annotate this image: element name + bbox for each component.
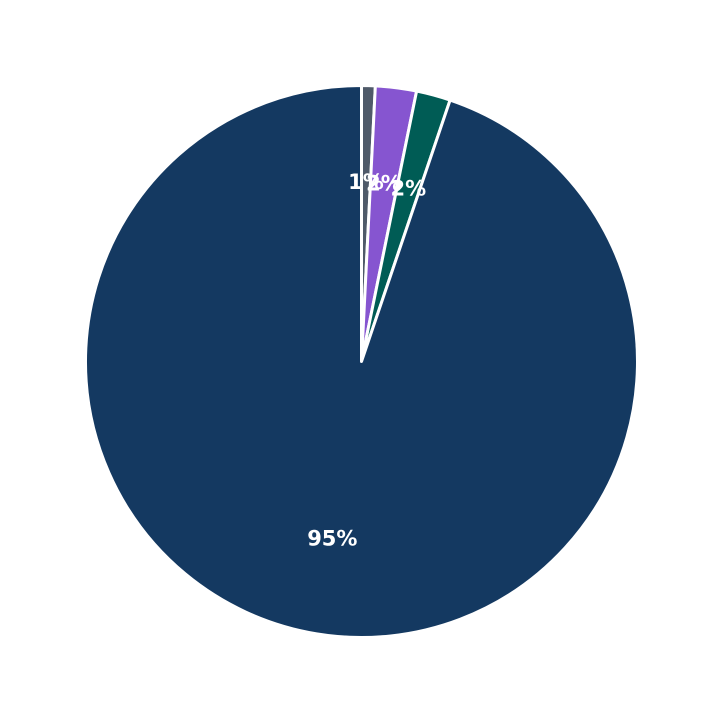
- pie-slice-label-1: 2%: [366, 172, 402, 196]
- pie-slice-label-3: 95%: [307, 527, 357, 551]
- pie-slice-label-0: 1%: [348, 170, 384, 194]
- pie-slice-3: [84, 84, 639, 639]
- pie-slice-label-2: 2%: [390, 176, 426, 200]
